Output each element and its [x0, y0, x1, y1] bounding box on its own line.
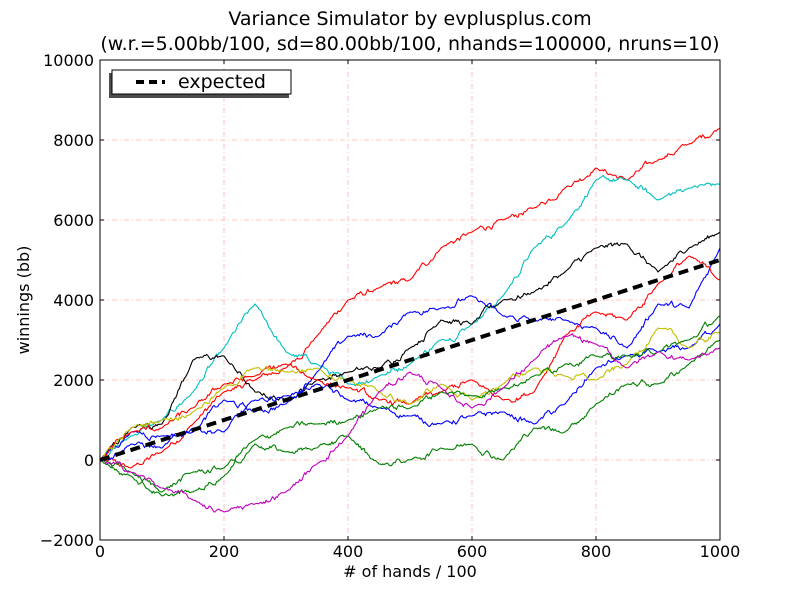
- chart-subtitle: (w.r.=5.00bb/100, sd=80.00bb/100, nhands…: [100, 33, 719, 55]
- y-tick-label-6: 10000: [43, 51, 94, 70]
- legend: expected: [109, 69, 292, 98]
- x-tick-label-5: 1000: [700, 542, 741, 561]
- tick-layer: 0 200 400 600 800 1000−2000020004000600080001…: [40, 51, 740, 561]
- series-line-run-4: [99, 247, 721, 461]
- series-line-run-3: [99, 231, 721, 461]
- expected-layer: [99, 258, 721, 462]
- x-axis-label: # of hands / 100: [343, 562, 477, 581]
- series-line-run-5: [99, 323, 721, 461]
- y-axis-label: winnings (bb): [14, 246, 33, 355]
- y-tick-label-0: −2000: [40, 531, 94, 550]
- y-tick-label-1: 0: [84, 451, 94, 470]
- series-layer: [99, 127, 721, 513]
- y-tick-label-3: 4000: [53, 291, 94, 310]
- x-tick-label-0: 0: [95, 542, 105, 561]
- x-tick-label-3: 600: [457, 542, 488, 561]
- series-line-run-9: [99, 339, 721, 497]
- y-tick-label-2: 2000: [53, 371, 94, 390]
- x-tick-label-2: 400: [333, 542, 364, 561]
- x-tick-label-4: 800: [581, 542, 612, 561]
- x-tick-label-1: 200: [209, 542, 240, 561]
- series-line-run-10: [99, 333, 721, 513]
- y-tick-label-4: 6000: [53, 211, 94, 230]
- series-line-run-1: [99, 127, 721, 469]
- series-line-run-2: [99, 174, 721, 461]
- series-line-expected: [99, 258, 721, 462]
- series-line-run-8: [99, 315, 721, 493]
- chart-title: Variance Simulator by evplusplus.com: [228, 8, 591, 30]
- y-tick-label-5: 8000: [53, 131, 94, 150]
- series-line-run-7: [99, 327, 721, 461]
- legend-expected-label: expected: [178, 71, 266, 93]
